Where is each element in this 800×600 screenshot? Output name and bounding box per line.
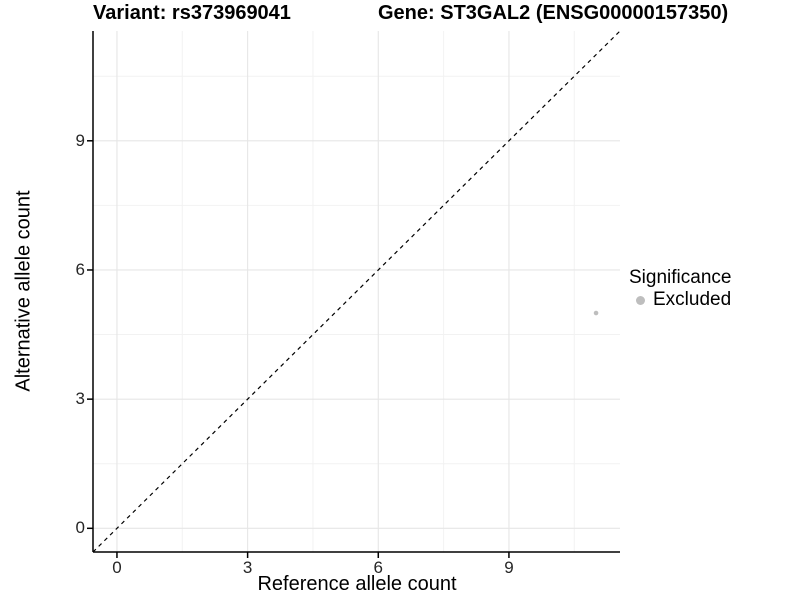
- legend-title: Significance: [629, 267, 732, 288]
- y-tick-label: 9: [75, 130, 85, 150]
- y-tick-label: 0: [75, 518, 85, 538]
- variant-title: Variant: rs373969041: [93, 2, 291, 24]
- x-tick-label: 9: [504, 558, 514, 577]
- x-tick-label: 6: [373, 558, 383, 577]
- x-tick-label: 0: [112, 558, 122, 577]
- y-axis-title: Alternative allele count: [12, 190, 35, 392]
- legend-item-excluded: Excluded: [629, 289, 731, 311]
- x-tick-label: 3: [242, 558, 253, 577]
- legend-point-swatch: [636, 295, 645, 305]
- gene-title: Gene: ST3GAL2 (ENSG00000157350): [378, 2, 729, 24]
- legend: Significance Excluded: [629, 267, 731, 311]
- y-tick-label: 6: [75, 259, 85, 279]
- y-tick-label: 3: [75, 389, 85, 409]
- data-point: [593, 310, 599, 316]
- legend-item-label: Excluded: [653, 289, 732, 310]
- identity-line: [92, 30, 621, 553]
- x-axis-title: Reference allele count: [257, 573, 457, 595]
